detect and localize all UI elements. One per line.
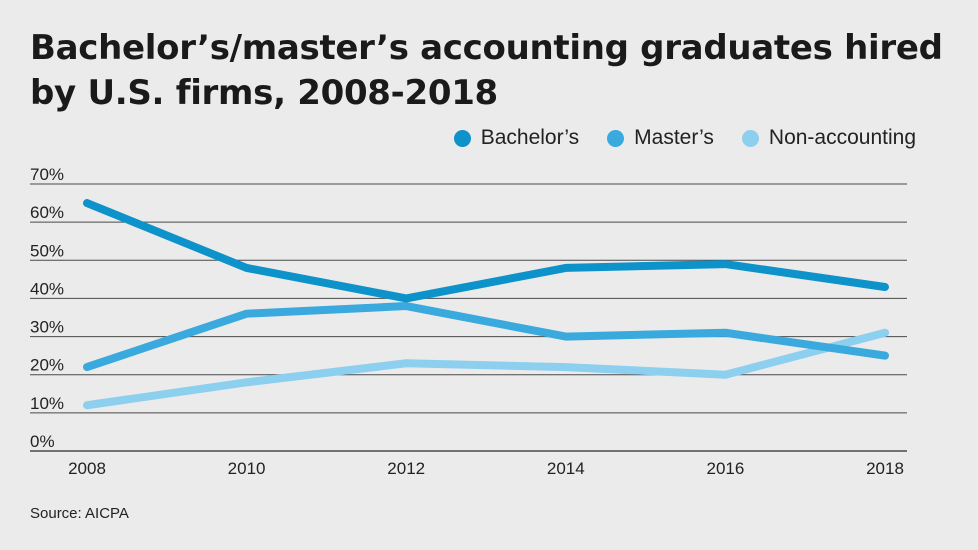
- data-point-masters-2012: [402, 302, 410, 310]
- data-point-bachelors-2008: [83, 199, 91, 207]
- data-point-non-accounting-2016: [721, 371, 729, 379]
- data-point-non-accounting-2010: [243, 378, 251, 386]
- data-point-bachelors-2010: [243, 264, 251, 272]
- data-point-non-accounting-2012: [402, 359, 410, 367]
- chart-title: Bachelor’s/master’s accounting graduates…: [30, 28, 943, 113]
- data-point-non-accounting-2008: [83, 401, 91, 409]
- data-point-bachelors-2014: [562, 264, 570, 272]
- legend-label-bachelors: Bachelor’s: [480, 126, 580, 149]
- data-point-masters-2014: [562, 333, 570, 341]
- y-tick-label-0: 0%: [30, 432, 55, 451]
- series-line-bachelors: [83, 199, 889, 303]
- legend-swatch-masters: [607, 129, 625, 147]
- y-tick-label-40: 40%: [30, 279, 64, 298]
- legend-label-non-accounting: Non-accounting: [768, 126, 916, 149]
- x-tick-label-2018: 2018: [866, 459, 904, 478]
- x-tick-label-2014: 2014: [547, 459, 585, 478]
- y-tick-label-20: 20%: [30, 356, 64, 375]
- series-line-masters: [83, 302, 889, 372]
- y-tick-label-70: 70%: [30, 165, 64, 184]
- data-point-non-accounting-2014: [562, 363, 570, 371]
- x-tick-label-2010: 2010: [228, 459, 266, 478]
- source-note: Source: AICPA: [30, 505, 129, 522]
- legend-item-bachelors: Bachelor’s: [453, 126, 580, 150]
- legend-label-masters: Master’s: [634, 126, 714, 149]
- y-tick-label-50: 50%: [30, 241, 64, 260]
- legend-swatch-bachelors: [453, 129, 471, 147]
- legend-item-masters: Master’s: [607, 126, 714, 150]
- data-point-non-accounting-2018: [881, 329, 889, 337]
- x-tick-label-2008: 2008: [68, 459, 106, 478]
- x-tick-label-2012: 2012: [387, 459, 425, 478]
- data-point-bachelors-2018: [881, 283, 889, 291]
- y-tick-label-10: 10%: [30, 394, 64, 413]
- y-tick-label-60: 60%: [30, 203, 64, 222]
- data-point-bachelors-2016: [721, 260, 729, 268]
- legend-item-non-accounting: Non-accounting: [741, 126, 916, 150]
- series-line-non-accounting: [83, 328, 889, 410]
- data-point-masters-2010: [243, 310, 251, 318]
- data-point-masters-2008: [83, 363, 91, 371]
- legend: Bachelor’s Master’s Non-accounting: [453, 126, 916, 150]
- legend-swatch-non-accounting: [741, 129, 759, 147]
- data-point-masters-2018: [881, 352, 889, 360]
- x-tick-label-2016: 2016: [706, 459, 744, 478]
- data-point-masters-2016: [721, 329, 729, 337]
- y-tick-label-30: 30%: [30, 318, 64, 337]
- data-point-bachelors-2012: [402, 294, 410, 302]
